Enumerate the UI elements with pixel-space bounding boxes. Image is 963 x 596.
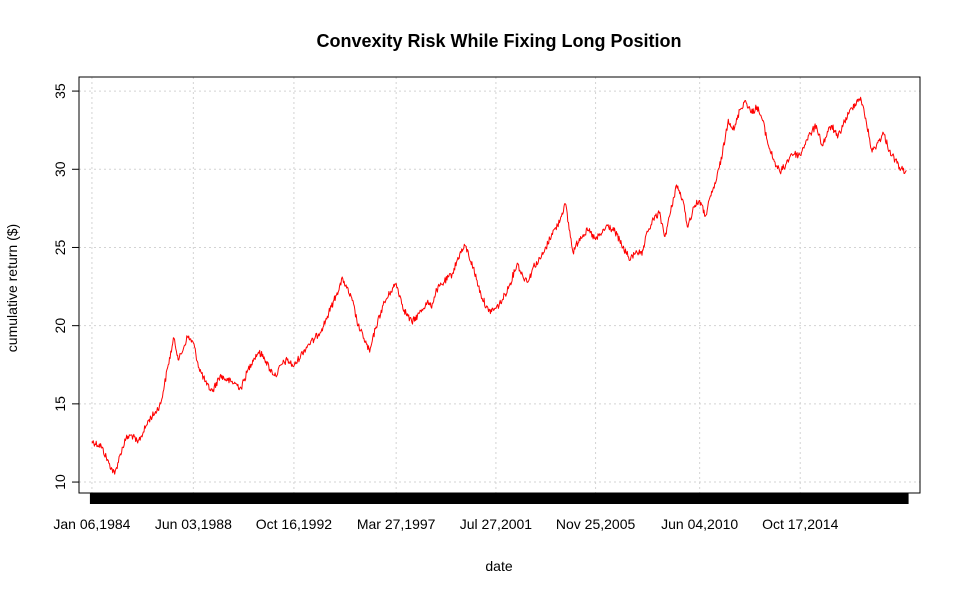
- x-tick-label-1: Jun 03,1988: [155, 516, 232, 532]
- plot-frame: [78, 76, 921, 494]
- x-tick-label-6: Jun 04,2010: [661, 516, 738, 532]
- x-axis-tick-rug: [89, 493, 909, 504]
- y-axis: 10 15 20 25 30 35: [52, 83, 79, 490]
- y-tick-label-2: 20: [52, 318, 68, 334]
- x-tick-label-7: Oct 17,2014: [762, 516, 838, 532]
- x-axis-label: date: [485, 558, 512, 574]
- x-tick-label-2: Oct 16,1992: [256, 516, 332, 532]
- y-tick-label-1: 15: [52, 396, 68, 412]
- series-layer: [91, 96, 907, 475]
- y-tick-label-5: 35: [52, 83, 68, 99]
- y-tick-label-4: 30: [52, 161, 68, 177]
- chart-title: Convexity Risk While Fixing Long Positio…: [316, 31, 681, 51]
- y-tick-label-0: 10: [52, 474, 68, 490]
- series-line-0: [91, 96, 907, 475]
- grid: [79, 77, 920, 493]
- x-tick-label-3: Mar 27,1997: [357, 516, 436, 532]
- x-tick-label-5: Nov 25,2005: [556, 516, 636, 532]
- x-axis: Jan 06,1984 Jun 03,1988 Oct 16,1992 Mar 27,…: [53, 493, 909, 532]
- x-tick-label-4: Jul 27,2001: [460, 516, 533, 532]
- y-tick-label-3: 25: [52, 239, 68, 255]
- y-axis-label: cumulative return ($): [4, 224, 20, 352]
- x-tick-label-0: Jan 06,1984: [53, 516, 130, 532]
